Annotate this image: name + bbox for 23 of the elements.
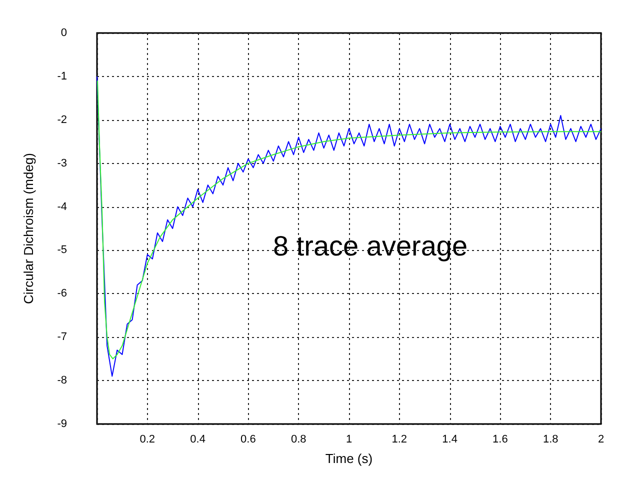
- y-tick-label: -6: [57, 288, 67, 300]
- x-tick-label: 1.8: [542, 434, 558, 446]
- x-tick-label: 0.4: [190, 434, 206, 446]
- y-tick-label: -5: [57, 244, 67, 256]
- x-axis-title: Time (s): [325, 451, 373, 466]
- x-tick-label: 0.8: [290, 434, 306, 446]
- y-tick-label: -1: [57, 70, 67, 82]
- y-tick-label: -2: [57, 114, 67, 126]
- x-tick-label: 1: [346, 434, 352, 446]
- x-tick-label: 1.4: [442, 434, 458, 446]
- annotation: 8 trace average: [273, 230, 468, 262]
- x-tick-label: 2: [598, 434, 604, 446]
- x-tick-label: 1.2: [392, 434, 408, 446]
- x-tick-label: 1.6: [492, 434, 508, 446]
- y-tick-label: -4: [57, 200, 67, 213]
- x-tick-label: 0.6: [240, 434, 256, 446]
- y-tick-label: -9: [57, 418, 67, 430]
- x-tick-label: 0.2: [140, 434, 156, 446]
- y-tick-label: -3: [57, 157, 67, 170]
- y-tick-label: 0: [60, 27, 67, 39]
- y-tick-label: -7: [57, 331, 67, 344]
- y-tick-label: -8: [57, 374, 67, 387]
- y-axis-title: Circular Dichroism (mdeg): [21, 153, 36, 304]
